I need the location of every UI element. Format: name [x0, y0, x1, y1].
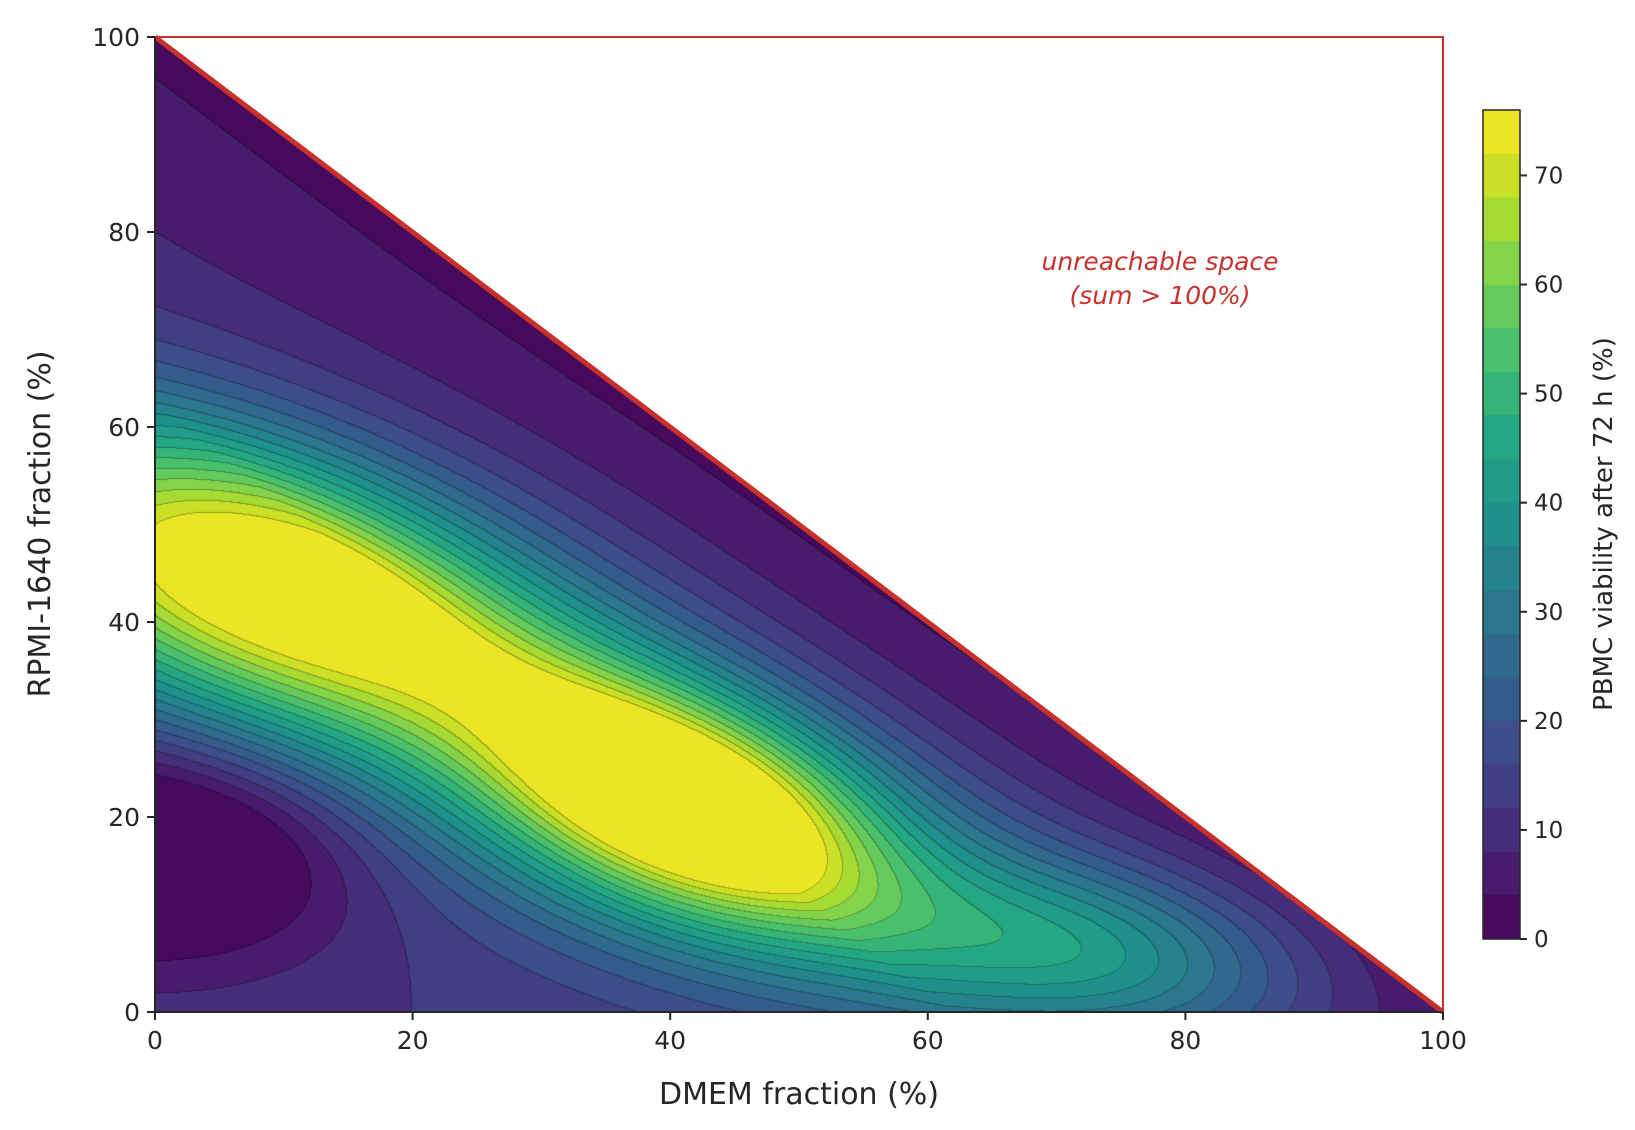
colorbar-tick-label: 0	[1534, 927, 1549, 953]
colorbar-tick-label: 70	[1534, 163, 1563, 189]
y-axis-title: RPMI-1640 fraction (%)	[23, 350, 58, 697]
colorbar-tick-label: 50	[1534, 382, 1563, 408]
x-tick-label: 80	[1169, 1026, 1201, 1055]
colorbar-frame	[1482, 109, 1521, 940]
colorbar-gradient	[1483, 110, 1520, 939]
colorbar-tick-label: 20	[1534, 709, 1563, 735]
y-tick-label: 60	[108, 413, 140, 442]
x-axis-title: DMEM fraction (%)	[659, 1077, 939, 1112]
x-tick-label: 0	[147, 1026, 163, 1055]
x-tick-label: 40	[654, 1026, 686, 1055]
x-axis-ticks: 0 20 40 60 80 100	[147, 1012, 1467, 1055]
colorbar-tick-label: 60	[1534, 273, 1563, 299]
y-axis-ticks: 0 20 40 60 80 100	[92, 23, 155, 1027]
colorbar-ticks: 0 10 20 30 40 50 60 70	[1520, 163, 1563, 953]
x-tick-label: 100	[1419, 1026, 1467, 1055]
colorbar-tick-label: 40	[1534, 491, 1563, 517]
x-tick-label: 20	[397, 1026, 429, 1055]
colorbar-title: PBMC viability after 72 h (%)	[1589, 337, 1619, 711]
y-tick-label: 20	[108, 803, 140, 832]
y-tick-label: 100	[92, 23, 140, 52]
unreachable-annotation-line1: unreachable space	[1041, 247, 1278, 276]
unreachable-annotation-line2: (sum > 100%)	[1069, 281, 1250, 310]
x-tick-label: 60	[912, 1026, 944, 1055]
y-tick-label: 80	[108, 218, 140, 247]
colorbar-tick-label: 30	[1534, 600, 1563, 626]
colorbar-tick-label: 10	[1534, 818, 1563, 844]
feasibility-boundary-line	[153, 35, 1445, 1014]
y-tick-label: 0	[124, 998, 140, 1027]
y-tick-label: 40	[108, 608, 140, 637]
